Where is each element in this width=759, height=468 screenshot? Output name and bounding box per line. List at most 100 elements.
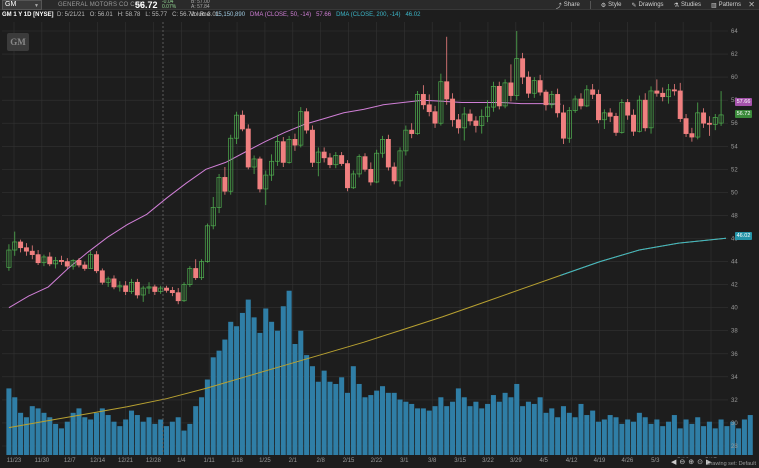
scroll-right-icon[interactable]: ▶ — [706, 459, 712, 466]
volume-bar — [531, 403, 537, 455]
price-tick-label: 60 — [731, 75, 738, 81]
candle-body — [239, 114, 245, 130]
date-tick-label: 3/1 — [400, 458, 409, 464]
candle-body — [64, 261, 70, 267]
price-tick-label: 38 — [731, 329, 738, 335]
volume-bar — [671, 415, 677, 455]
candle-body — [514, 58, 520, 96]
toolbar-actions: ⤴ Share ⚙ Style ✎ Drawings ⚗ Studies ▥ Patter… — [556, 0, 741, 10]
candle-body — [76, 260, 82, 266]
candle-body — [70, 260, 76, 267]
candle-body — [695, 112, 701, 138]
candle-body — [327, 157, 333, 166]
candle-body — [269, 160, 275, 176]
candle-body — [164, 287, 169, 291]
volume-bar — [560, 406, 566, 455]
volume-bar — [455, 388, 461, 455]
candle-body — [555, 94, 561, 114]
candle-body — [502, 82, 508, 107]
candle-body — [677, 90, 683, 119]
candle-body — [53, 260, 59, 265]
scroll-left-icon[interactable]: ◀ — [671, 459, 677, 466]
date-tick-label: 4/12 — [566, 458, 578, 464]
volume-value: 15,150,890 — [215, 12, 246, 18]
zoom-in-icon[interactable]: ⊕ — [688, 459, 695, 466]
volume-bar — [204, 379, 210, 455]
candle-body — [47, 256, 53, 265]
volume-bar — [111, 421, 117, 455]
style-button[interactable]: ⚙ Style — [601, 2, 622, 9]
volume-bar — [467, 406, 473, 455]
volume-bar — [193, 406, 199, 455]
chart-grid — [2, 22, 728, 455]
date-tick-label: 2/15 — [343, 458, 355, 464]
date-tick-label: 4/19 — [594, 458, 606, 464]
volume-bar — [99, 408, 105, 455]
candle-body — [596, 94, 601, 121]
volume-bar — [286, 290, 292, 455]
patterns-button[interactable]: ▥ Patterns — [711, 2, 741, 9]
drawings-button[interactable]: ✎ Drawings — [632, 2, 664, 9]
volume-bar — [76, 408, 82, 455]
sma200-legend[interactable]: DMA (CLOSE, 200, -14) — [336, 12, 401, 18]
candle-body — [234, 114, 240, 139]
price-tick-label: 40 — [731, 306, 738, 312]
volume-bar — [409, 403, 415, 455]
candle-body — [648, 90, 654, 129]
reset-zoom-icon[interactable]: ⊙ — [697, 459, 704, 466]
candle-body — [280, 141, 286, 163]
candle-body — [345, 163, 350, 189]
date-tick-label: 5/3 — [651, 458, 660, 464]
zoom-out-icon[interactable]: ⊖ — [679, 459, 686, 466]
last-price: 56.72 — [135, 0, 158, 10]
candle-body — [82, 264, 88, 269]
volume-bar — [502, 392, 508, 455]
volume-bar — [309, 366, 315, 455]
candle-body — [117, 285, 123, 288]
candle-body — [175, 292, 181, 302]
candle-body — [543, 91, 549, 106]
candle-body — [187, 268, 193, 285]
candle-body — [660, 92, 666, 98]
volume-bar — [426, 410, 432, 455]
candle-body — [689, 133, 695, 138]
candle-body — [286, 139, 292, 163]
symbol-input[interactable]: GM ▼ — [2, 0, 42, 10]
date-tick-label: 12/7 — [64, 458, 76, 464]
volume-bar — [730, 421, 736, 455]
volume-bar — [479, 408, 485, 455]
volume-bar — [117, 426, 123, 455]
candle-body — [397, 150, 403, 182]
candle-body — [88, 254, 94, 269]
candle-body — [129, 281, 134, 292]
divider — [589, 1, 591, 9]
candle-body — [525, 76, 531, 94]
drawing-set-label: Drawing set: Default — [706, 461, 756, 467]
close-icon[interactable]: ✕ — [748, 0, 755, 9]
studies-button[interactable]: ⚗ Studies — [674, 2, 701, 9]
volume-bar — [473, 401, 479, 455]
sma50-legend[interactable]: DMA (CLOSE, 50, -14) — [250, 12, 312, 18]
volume-bar — [461, 397, 467, 455]
share-button[interactable]: ⤴ Share — [556, 1, 580, 10]
volume-bar — [695, 417, 701, 455]
volume-bar — [415, 408, 421, 455]
candle-body — [438, 81, 444, 124]
volume-bar — [269, 321, 275, 455]
candle-body — [706, 122, 712, 125]
symbol-text: GM — [5, 1, 17, 8]
candle-body — [520, 58, 526, 78]
candle-body — [537, 80, 543, 93]
volume-bar — [239, 312, 245, 455]
candle-body — [368, 168, 374, 183]
price-tick-label: 28 — [731, 444, 738, 450]
candle-body — [718, 114, 724, 124]
volume-bar — [572, 417, 578, 455]
volume-bar — [29, 406, 35, 455]
candle-body — [613, 115, 619, 133]
volume-bar — [333, 383, 339, 455]
volume-bars — [6, 290, 753, 455]
sma50-value: 57.66 — [316, 12, 332, 18]
candle-body — [403, 129, 409, 152]
